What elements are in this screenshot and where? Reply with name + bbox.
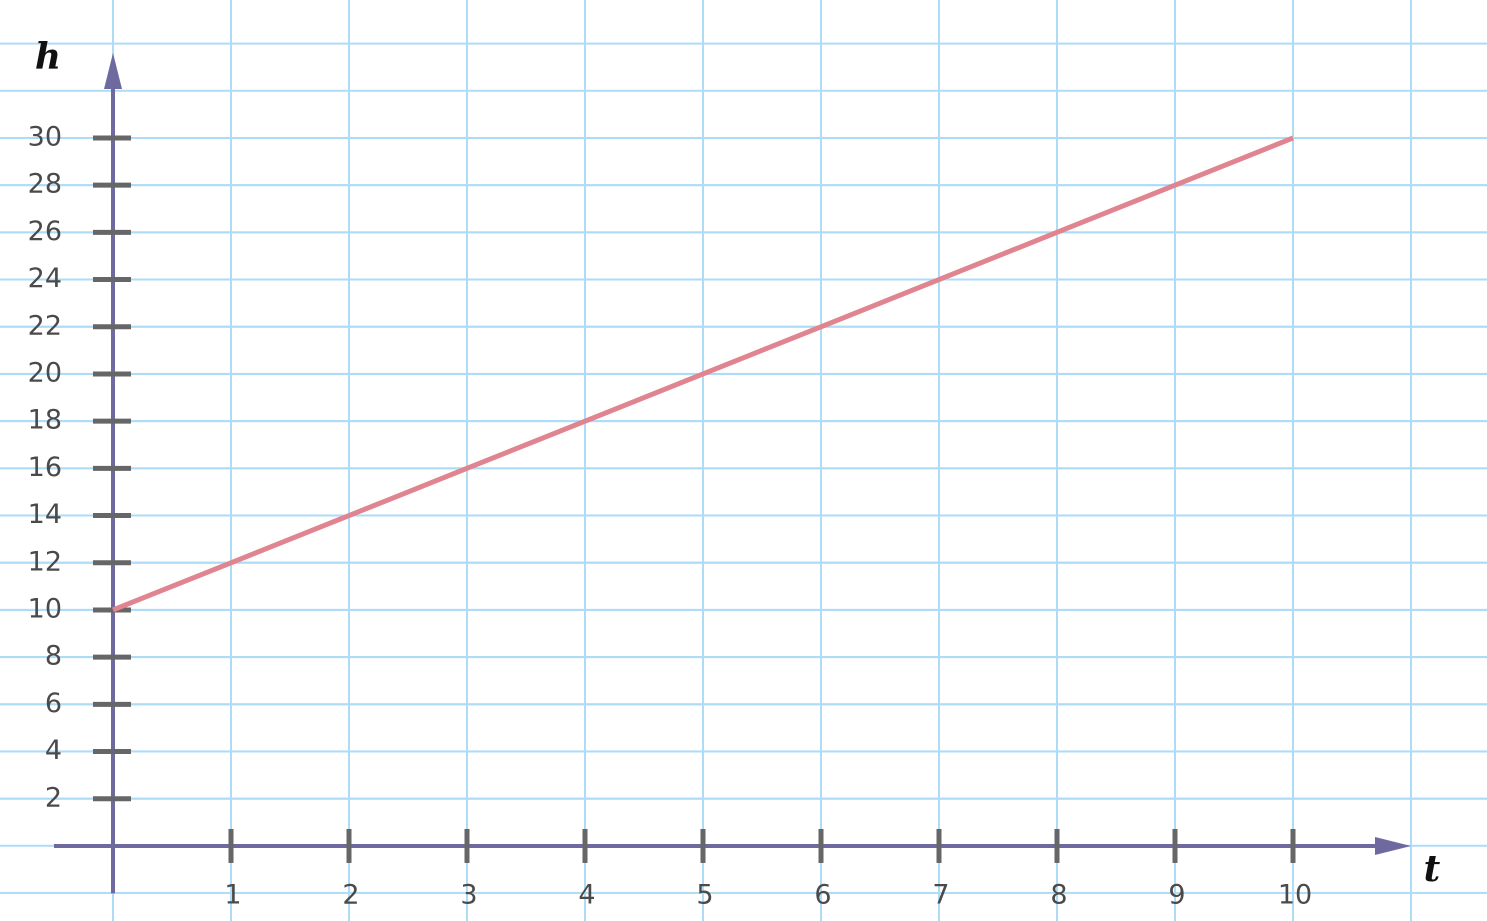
y-tick-label: 16 [28,452,62,483]
y-axis-title: h [35,36,61,78]
x-tick-label: 1 [224,879,241,910]
y-tick-label: 6 [45,688,62,719]
y-axis-arrow [104,53,122,89]
y-tick-label: 8 [45,641,62,672]
x-tick-label: 6 [814,879,831,910]
y-tick-label: 10 [28,593,62,624]
y-tick-label: 24 [28,263,62,294]
x-axis-arrow [1375,836,1411,855]
y-tick-label: 14 [28,499,62,530]
x-tick-label: 4 [578,879,595,910]
y-tick-label: 18 [28,405,62,436]
y-tick-label: 22 [28,310,62,341]
x-tick-label: 2 [342,879,359,910]
x-tick-label: 10 [1278,879,1312,910]
y-tick-label: 30 [28,121,62,152]
x-tick-label: 8 [1050,879,1067,910]
y-tick-label: 4 [45,735,62,766]
x-tick-label: 3 [460,879,477,910]
y-tick-label: 26 [28,216,62,247]
y-tick-label: 12 [28,546,62,577]
x-axis-title: t [1424,848,1441,890]
y-tick-label: 2 [45,782,62,813]
x-tick-label: 9 [1168,879,1185,910]
x-tick-label: 7 [932,879,949,910]
data-line [112,135,1294,613]
y-tick-label: 20 [28,357,62,388]
y-tick-label: 28 [28,169,62,200]
x-tick-label: 5 [696,879,713,910]
